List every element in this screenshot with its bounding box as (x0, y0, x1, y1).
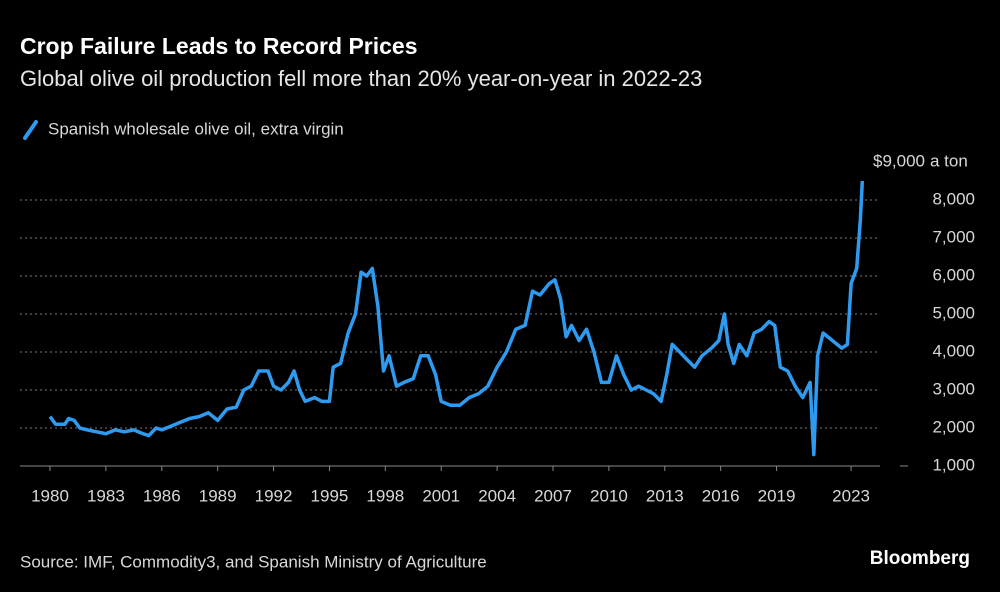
y-tick-label: 2,000 (932, 417, 975, 436)
x-tick-label: 1998 (366, 486, 404, 505)
x-tick-label: 1986 (143, 486, 181, 505)
legend-swatch (23, 120, 38, 140)
x-tick-label: 2019 (758, 486, 796, 505)
y-tick-label: 3,000 (932, 379, 975, 398)
brand: Bloomberg (870, 548, 970, 569)
x-tick-label: 2016 (702, 486, 740, 505)
x-tick-label: 1989 (199, 486, 237, 505)
x-tick-label: 2001 (422, 486, 460, 505)
y-tick-label: 7,000 (932, 227, 975, 246)
chart-subtitle: Global olive oil production fell more th… (20, 66, 702, 91)
x-tick-label: 2010 (590, 486, 628, 505)
y-tick-label: 8,000 (932, 189, 975, 208)
y-tick-label: 5,000 (932, 303, 975, 322)
x-tick-label: 2007 (534, 486, 572, 505)
y-tick-label: $9,000 (873, 151, 925, 170)
x-tick-label: 1992 (255, 486, 293, 505)
y-unit: a ton (930, 151, 968, 170)
x-tick-label: 2004 (478, 486, 516, 505)
y-tick-label: 1,000 (932, 455, 975, 474)
y-tick-label: 6,000 (932, 265, 975, 284)
x-tick-label: 1983 (87, 486, 125, 505)
y-tick-label: 4,000 (932, 341, 975, 360)
x-tick-label: 2013 (646, 486, 684, 505)
chart-title: Crop Failure Leads to Record Prices (20, 33, 418, 59)
source-note: Source: IMF, Commodity3, and Spanish Min… (20, 552, 487, 571)
x-tick-label: 1995 (311, 486, 349, 505)
x-tick-label: 1980 (31, 486, 69, 505)
legend-label: Spanish wholesale olive oil, extra virgi… (48, 119, 344, 138)
series-line (48, 180, 865, 457)
x-tick-label: 2023 (832, 486, 870, 505)
